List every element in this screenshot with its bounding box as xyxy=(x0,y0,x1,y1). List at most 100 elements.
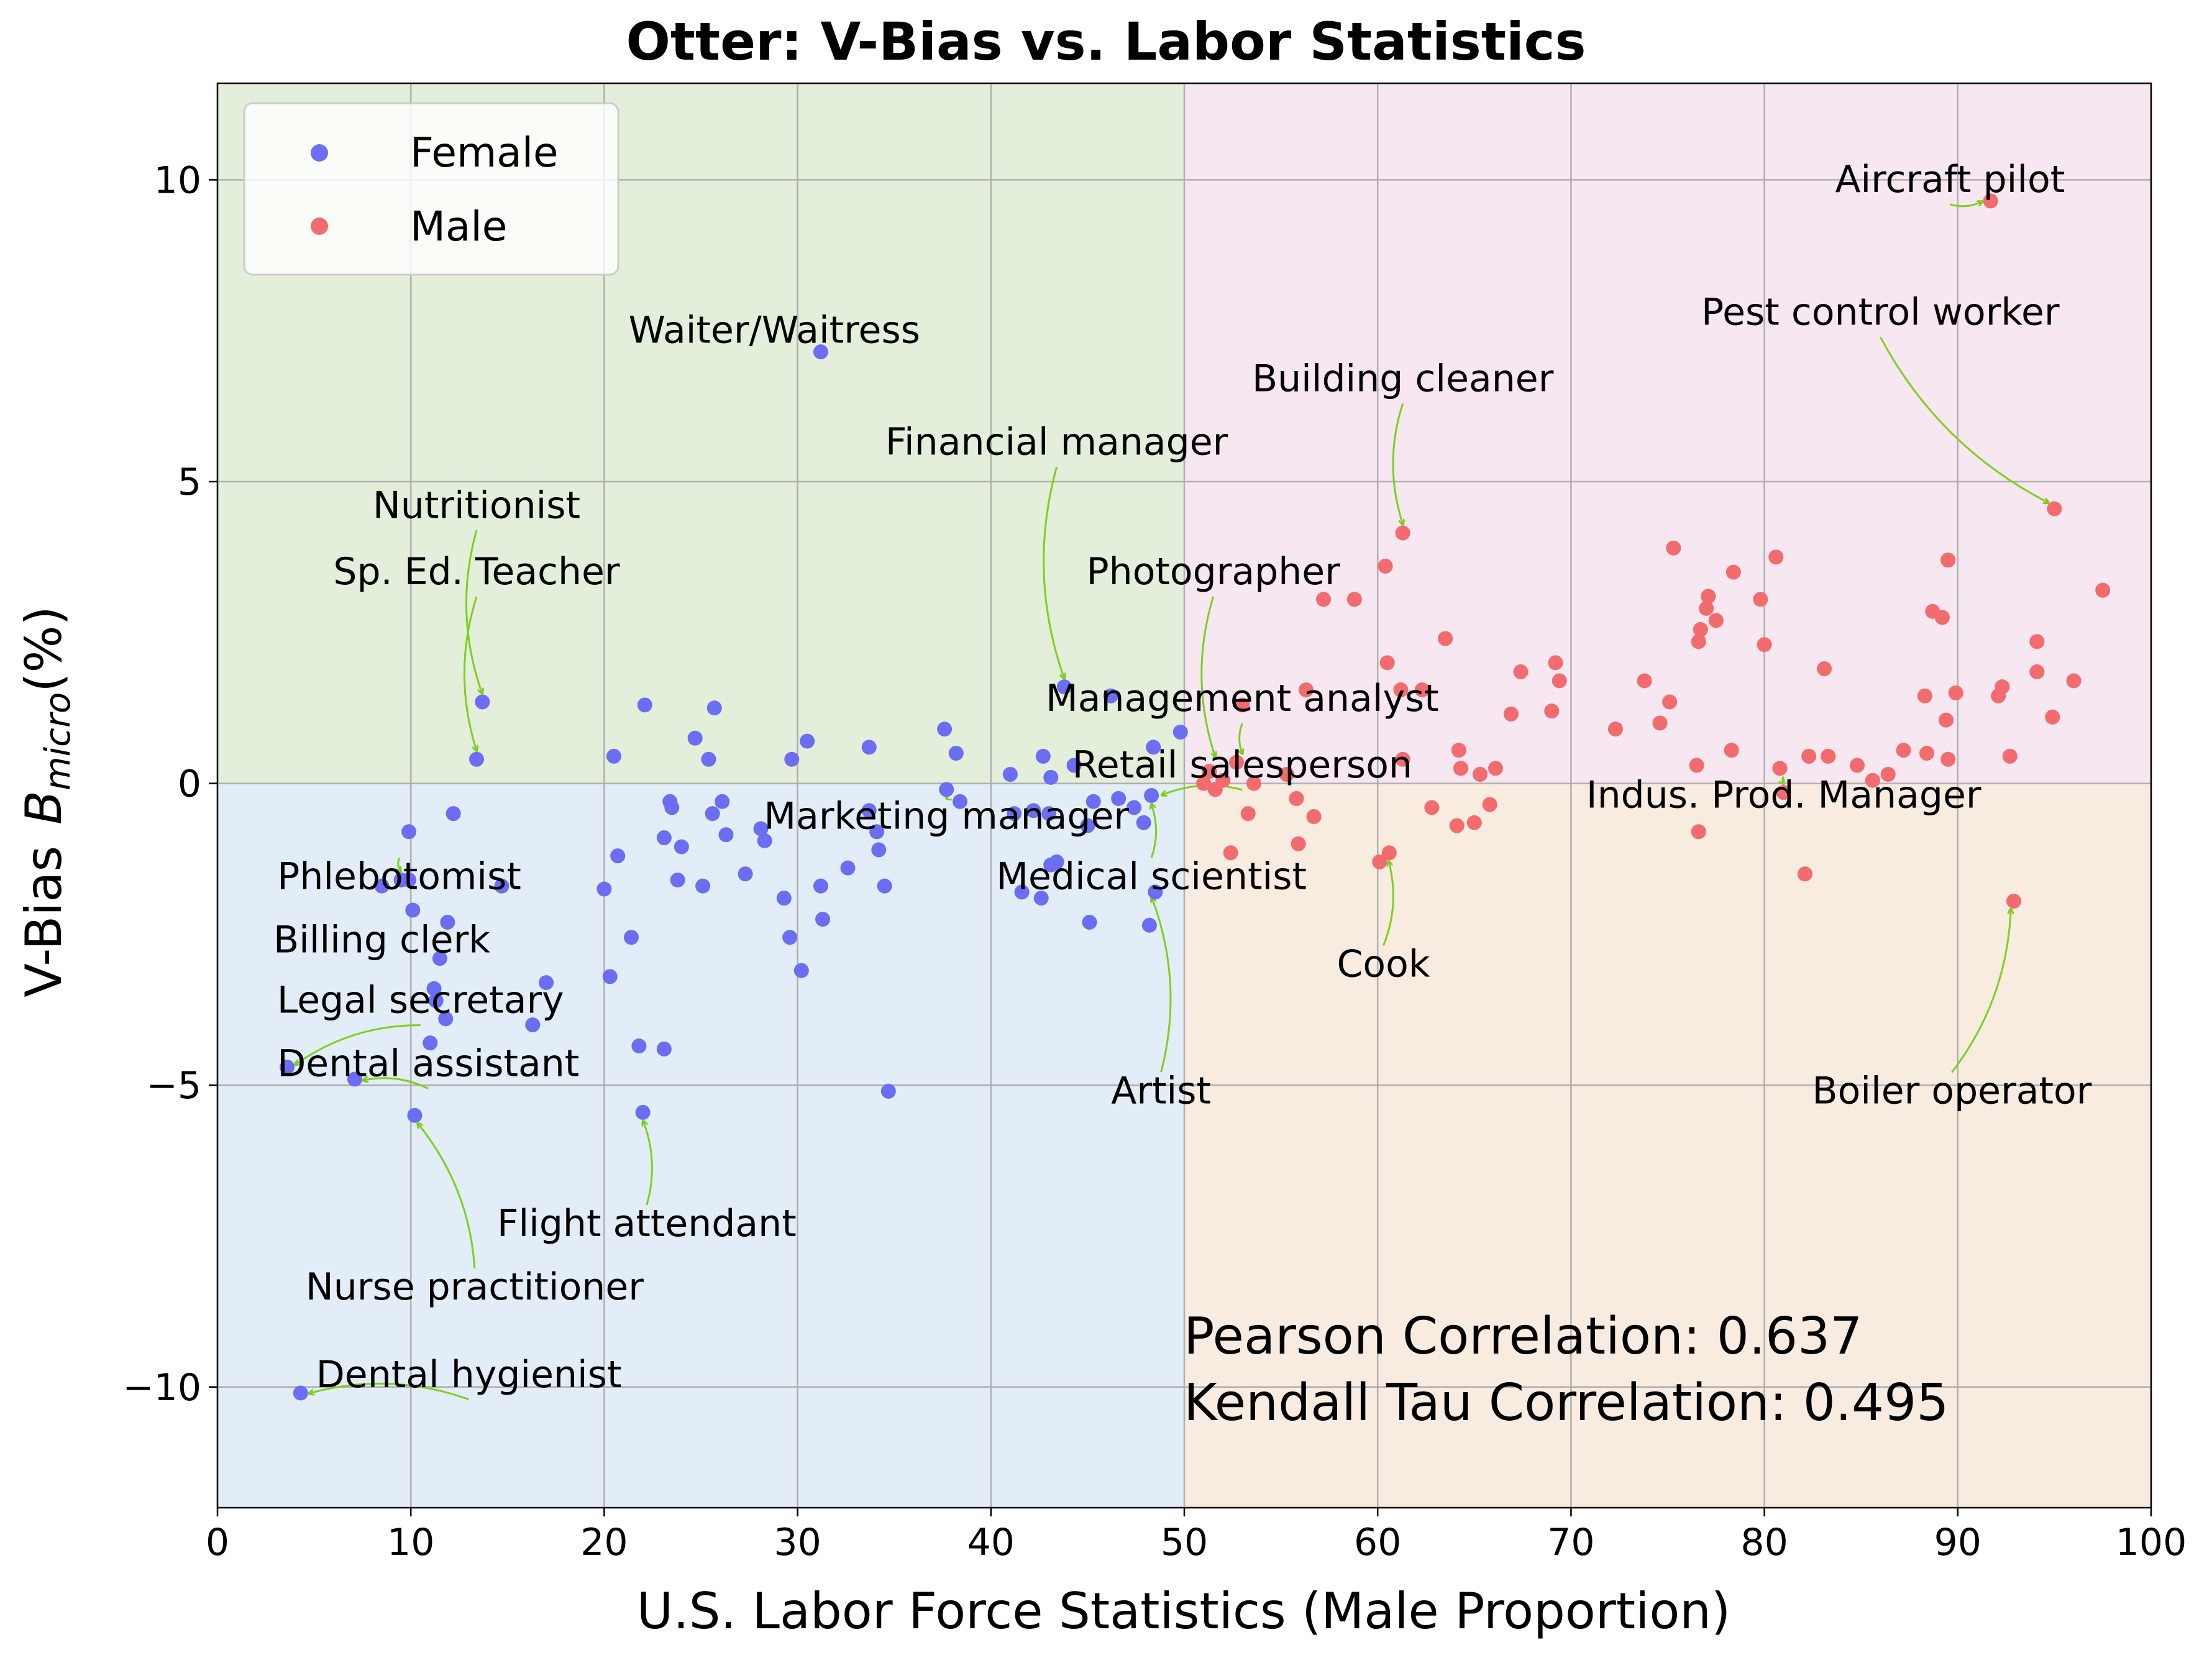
data-point-male xyxy=(1995,679,2010,695)
data-point-male xyxy=(1240,806,1256,822)
data-point-female xyxy=(596,881,612,897)
data-point-female xyxy=(1144,788,1159,803)
data-point-female xyxy=(753,821,769,837)
x-tick-label: 30 xyxy=(774,1521,821,1564)
data-point-female xyxy=(525,1017,541,1033)
data-point-female xyxy=(1035,748,1051,764)
data-point-female xyxy=(715,794,730,809)
data-point-female xyxy=(815,912,831,927)
data-point-female xyxy=(494,878,510,894)
data-point-male xyxy=(1801,748,1817,764)
data-point-male xyxy=(1757,637,1772,653)
data-point-male xyxy=(1691,824,1706,840)
data-point-male xyxy=(1393,682,1409,698)
data-point-female xyxy=(1002,767,1018,782)
annotation-arrow xyxy=(1879,336,2048,502)
annotation-label: Pest control worker xyxy=(1701,290,2060,334)
annotation-arrow xyxy=(363,1078,429,1089)
annotation-label: Cook xyxy=(1337,942,1430,986)
legend-marker-female xyxy=(311,144,328,162)
x-tick-label: 40 xyxy=(967,1521,1015,1564)
annotation-label: Phlebotomist xyxy=(277,855,521,899)
data-point-female xyxy=(1103,688,1118,704)
data-point-female xyxy=(1066,758,1082,773)
data-point-male xyxy=(1289,791,1304,806)
data-point-male xyxy=(1693,621,1708,637)
data-point-male xyxy=(1346,592,1362,607)
legend-label-male: Male xyxy=(410,203,507,250)
data-point-male xyxy=(2002,748,2018,764)
data-point-male xyxy=(1438,631,1453,646)
data-point-male xyxy=(1701,589,1716,604)
data-point-female xyxy=(1148,884,1163,900)
annotation-label: Nutritionist xyxy=(373,484,580,527)
data-point-male xyxy=(1451,743,1466,758)
annotation-label: Artist xyxy=(1111,1069,1211,1112)
data-point-female xyxy=(635,1104,651,1120)
data-point-male xyxy=(1414,682,1430,698)
data-point-male xyxy=(1724,743,1739,758)
data-point-male xyxy=(1940,552,1956,568)
data-point-female xyxy=(718,827,734,843)
data-point-female xyxy=(423,1035,438,1051)
annotation-label: Billing clerk xyxy=(273,919,490,962)
annotation-arrow xyxy=(1783,776,1784,784)
data-point-male xyxy=(1299,682,1314,698)
data-point-female xyxy=(861,803,877,818)
data-point-male xyxy=(1291,836,1306,851)
data-point-female xyxy=(602,969,618,984)
data-point-female xyxy=(861,740,877,755)
data-point-female xyxy=(871,842,887,858)
annotation-labels: Aircraft pilot Pest control worker Buildin… xyxy=(273,158,2092,1396)
data-point-female xyxy=(1033,891,1049,906)
data-point-male xyxy=(1316,592,1332,607)
y-axis-label-subscript: micro xyxy=(38,692,78,791)
data-point-male xyxy=(1776,785,1791,800)
x-tick-label: 0 xyxy=(206,1521,229,1564)
annotation-arrow xyxy=(1392,403,1403,524)
data-point-male xyxy=(1652,715,1668,731)
data-point-male xyxy=(1223,845,1238,861)
data-point-male xyxy=(1306,809,1322,824)
annotation-label: Financial manager xyxy=(885,420,1228,464)
data-point-male xyxy=(2045,709,2060,725)
data-point-female xyxy=(469,751,485,767)
data-point-female xyxy=(813,878,828,894)
data-point-male xyxy=(1379,655,1395,671)
data-point-male xyxy=(1381,845,1397,861)
data-point-male xyxy=(1939,712,1954,728)
chart-title: Otter: V-Bias vs. Labor Statistics xyxy=(626,11,1586,72)
annotation-label: Photographer xyxy=(1086,550,1340,594)
data-point-female xyxy=(937,722,953,737)
annotation-label: Dental assistant xyxy=(277,1042,579,1086)
data-point-male xyxy=(2047,501,2062,516)
data-point-male xyxy=(1202,764,1217,779)
annotation-arrow xyxy=(1152,898,1172,1073)
y-axis-label: V-Bias Bmicro(%) xyxy=(15,606,78,997)
data-point-male xyxy=(1482,797,1497,812)
annotation-arrows xyxy=(295,202,2048,1401)
annotation-label: Marketing manager xyxy=(764,794,1129,838)
data-point-female xyxy=(539,975,554,991)
legend-label-female: Female xyxy=(410,129,559,177)
annotation-label: Aircraft pilot xyxy=(1835,158,2065,201)
data-point-female xyxy=(610,848,626,864)
data-point-female xyxy=(705,806,720,822)
legend-marker-male xyxy=(311,218,328,235)
pearson-correlation: Pearson Correlation: 0.637 xyxy=(1184,1307,1862,1366)
data-point-female xyxy=(840,860,856,876)
data-point-female xyxy=(782,930,798,945)
data-point-male xyxy=(1821,748,1836,764)
annotation-label: Retail salesperson xyxy=(1072,743,1412,787)
data-point-male xyxy=(1395,525,1410,541)
legend-box xyxy=(243,102,619,276)
data-point-male xyxy=(1772,761,1788,776)
data-point-male xyxy=(2006,893,2022,909)
annotation-arrow xyxy=(465,530,482,693)
x-tick-label: 50 xyxy=(1161,1521,1208,1564)
annotation-arrow xyxy=(1200,596,1215,756)
data-point-male xyxy=(2095,582,2111,598)
data-point-female xyxy=(953,794,968,809)
data-point-male xyxy=(2029,664,2045,679)
data-point-female xyxy=(776,891,792,906)
